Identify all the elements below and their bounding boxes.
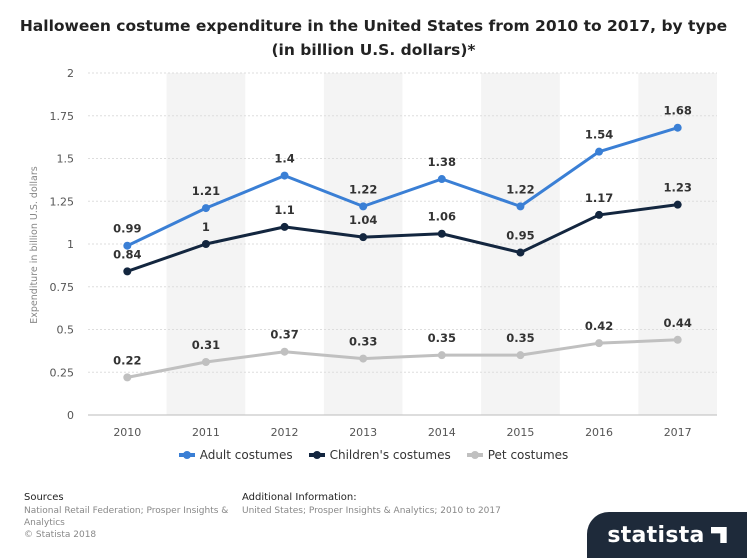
legend-item-children[interactable]: Children's costumes [308, 448, 451, 462]
data-label: 1.22 [349, 182, 377, 196]
legend-swatch-children [308, 451, 325, 459]
data-label: 1.06 [428, 210, 456, 224]
data-point [359, 233, 368, 242]
y-tick-label: 2 [67, 67, 74, 80]
sources-title: Sources [24, 492, 64, 503]
data-point [437, 229, 446, 238]
data-label: 1.21 [192, 184, 220, 198]
copyright-text: © Statista 2018 [24, 530, 97, 540]
y-tick-label: 0 [67, 409, 74, 422]
x-tick-label: 2011 [192, 426, 220, 439]
data-point [280, 222, 289, 231]
data-label: 1.1 [274, 203, 294, 217]
data-label: 1.22 [506, 182, 534, 196]
y-tick-label: 1 [67, 238, 74, 251]
data-point [673, 335, 682, 344]
data-point [595, 339, 604, 348]
data-label: 1.4 [274, 152, 294, 166]
data-point [437, 351, 446, 360]
data-label: 1.68 [664, 104, 692, 118]
data-label: 1.38 [428, 155, 456, 169]
legend-swatch-pet [466, 451, 483, 459]
legend-label-pet: Pet costumes [487, 448, 569, 462]
data-point [437, 175, 446, 184]
data-point [280, 171, 289, 180]
data-label: 1 [202, 220, 210, 234]
data-point [595, 147, 604, 156]
data-point [595, 210, 604, 219]
data-label: 0.84 [113, 247, 141, 261]
x-tick-label: 2014 [428, 426, 456, 439]
legend-swatch-adult [178, 451, 195, 459]
sources-text[interactable]: National Retail Federation; Prosper Insi… [24, 506, 229, 528]
x-tick-label: 2017 [664, 426, 692, 439]
y-tick-label: 0.75 [50, 281, 75, 294]
data-label: 0.37 [270, 328, 298, 342]
data-point [359, 354, 368, 363]
footer-additional-info: Additional Information: United States; P… [242, 492, 542, 517]
footer-sources: Sources National Retail Federation; Pros… [24, 492, 239, 541]
data-point [123, 373, 132, 382]
brand-name: statista [607, 522, 705, 548]
statista-logo[interactable]: statista [587, 512, 747, 558]
additional-info-text: United States; Prosper Insights & Analyt… [242, 506, 501, 516]
data-point [516, 248, 525, 257]
series-line [126, 203, 678, 273]
data-point [280, 347, 289, 356]
x-tick-label: 2012 [271, 426, 299, 439]
line-chart: 0 0.25 0.5 0.75 1 1.25 1.5 1.75 2 2010 2011 2012 201… [50, 67, 717, 439]
data-label: 1.23 [664, 181, 692, 195]
y-tick-label: 0.25 [50, 366, 75, 379]
y-tick-label: 1.5 [57, 153, 75, 166]
data-point [123, 267, 132, 276]
statista-mark-icon [710, 527, 727, 543]
data-point [201, 357, 210, 366]
y-tick-label: 1.75 [50, 110, 75, 123]
data-point [359, 202, 368, 211]
data-point [516, 351, 525, 360]
column-band [323, 73, 403, 415]
data-label: 0.35 [428, 331, 456, 345]
data-label: 1.17 [585, 191, 613, 205]
data-point [123, 241, 132, 250]
data-point [516, 202, 525, 211]
data-label: 0.35 [506, 331, 534, 345]
chart-title: Halloween costume expenditure in the Uni… [19, 17, 728, 59]
data-label: 0.99 [113, 222, 141, 236]
legend-label-children: Children's costumes [329, 448, 451, 462]
series-line [127, 338, 678, 379]
x-tick-label: 2016 [585, 426, 613, 439]
data-point [201, 204, 210, 213]
data-label: 0.31 [192, 338, 220, 352]
data-label: 0.42 [585, 319, 613, 333]
series-line [126, 126, 679, 248]
data-label: 1.04 [349, 213, 377, 227]
legend-item-adult[interactable]: Adult costumes [178, 448, 293, 462]
chart-legend: Adult costumes Children's costumes Pet c… [0, 448, 747, 462]
data-label: 0.33 [349, 335, 377, 349]
legend-label-adult: Adult costumes [199, 448, 293, 462]
data-label: 0.22 [113, 353, 141, 367]
data-label: 0.95 [506, 229, 534, 243]
x-tick-label: 2013 [349, 426, 377, 439]
x-tick-label: 2010 [113, 426, 141, 439]
data-point [201, 240, 210, 248]
y-tick-label: 1.25 [50, 195, 75, 208]
y-tick-label: 0.5 [57, 324, 75, 337]
data-label: 1.54 [585, 128, 613, 142]
x-tick-label: 2015 [506, 426, 534, 439]
additional-info-title: Additional Information: [242, 492, 357, 503]
legend-item-pet[interactable]: Pet costumes [466, 448, 569, 462]
data-label: 0.44 [664, 316, 692, 330]
data-point [673, 200, 682, 209]
data-point [673, 123, 682, 132]
